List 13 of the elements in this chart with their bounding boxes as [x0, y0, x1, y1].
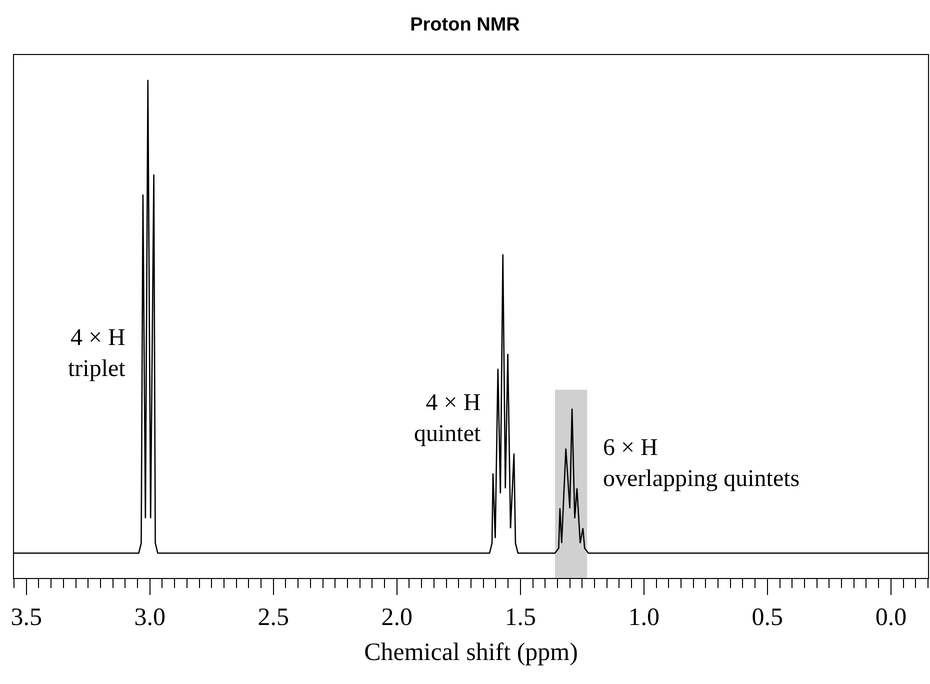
x-tick-label: 2.0	[381, 604, 413, 632]
x-tick-label: 3.0	[134, 604, 166, 632]
x-tick-label: 0.0	[875, 604, 907, 632]
x-tick-label: 3.5	[10, 604, 42, 632]
x-tick-label: 0.5	[752, 604, 784, 632]
annotation: 4 × H triplet	[68, 325, 126, 382]
x-tick-label: 1.0	[628, 604, 660, 632]
x-tick-label: 1.5	[504, 604, 536, 632]
annotation: 6 × H overlapping quintets	[603, 435, 800, 492]
x-tick-label: 2.5	[258, 604, 290, 632]
x-axis-title: Chemical shift (ppm)	[364, 639, 578, 666]
annotation: 4 × H quintet	[414, 390, 481, 448]
chart-title: Proton NMR	[410, 14, 520, 36]
